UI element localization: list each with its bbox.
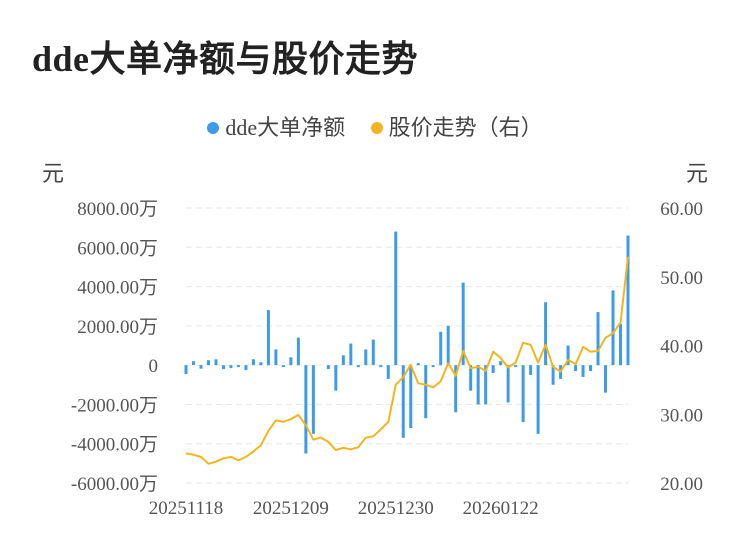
- dde-bar: [409, 365, 413, 428]
- dde-bar: [514, 365, 518, 368]
- dde-bar: [416, 363, 420, 366]
- dde-bar: [619, 323, 623, 366]
- dde-bar: [611, 290, 615, 366]
- dde-bar: [386, 365, 390, 379]
- dde-bar: [499, 361, 503, 366]
- x-tick-label: 20251230: [358, 498, 434, 519]
- dde-bar: [379, 365, 383, 368]
- dde-bar: [574, 365, 578, 372]
- legend-item-dde[interactable]: dde大单净额: [207, 110, 345, 142]
- left-tick-label: -6000.00万: [71, 474, 158, 495]
- dde-bar: [536, 365, 540, 434]
- dde-bar: [251, 359, 255, 366]
- dde-bar: [244, 365, 248, 371]
- right-tick-label: 40.00: [660, 337, 703, 358]
- dde-bar: [589, 365, 593, 372]
- dde-bar: [491, 365, 495, 373]
- dde-bar: [229, 365, 233, 369]
- legend-item-price[interactable]: 股价走势（右）: [370, 110, 543, 142]
- dde-bar: [304, 365, 308, 454]
- dde-bar: [214, 359, 218, 366]
- dde-bar: [274, 349, 278, 366]
- dde-bar: [334, 365, 338, 391]
- dde-bar: [259, 362, 263, 366]
- chart-title: dde大单净额与股价走势: [32, 39, 419, 79]
- dde-bar: [529, 365, 533, 375]
- x-tick-label: 20260122: [463, 498, 539, 519]
- right-axis-unit: 元: [685, 161, 708, 186]
- left-tick-label: 0: [149, 356, 159, 377]
- dde-bar: [356, 365, 360, 368]
- dde-bar: [371, 339, 375, 366]
- right-tick-label: 50.00: [660, 268, 703, 289]
- dde-bar: [206, 360, 210, 366]
- dde-bar: [461, 282, 465, 366]
- left-axis-unit: 元: [42, 161, 65, 186]
- dde-bar: [439, 331, 443, 366]
- legend-dot-price: [370, 121, 383, 134]
- dde-bar: [484, 365, 488, 405]
- left-tick-label: -4000.00万: [71, 435, 158, 456]
- dde-bar: [296, 337, 300, 366]
- dde-bar: [289, 357, 293, 366]
- dde-bar: [544, 302, 548, 366]
- dde-bar: [566, 345, 570, 366]
- legend-dot-dde: [207, 121, 220, 134]
- dde-bar: [506, 365, 510, 403]
- price-line: [185, 256, 629, 465]
- dde-bar: [199, 365, 203, 369]
- dde-bar: [236, 365, 240, 368]
- dde-bar: [364, 349, 368, 366]
- dde-bar: [326, 365, 330, 370]
- dde-bar: [401, 365, 405, 438]
- dde-bar: [281, 365, 285, 368]
- dde-bar: [266, 310, 270, 366]
- left-tick-label: 4000.00万: [77, 278, 158, 299]
- dde-bar: [424, 365, 428, 419]
- dde-bar: [431, 365, 435, 368]
- dde-bar: [446, 325, 450, 366]
- dde-bar: [191, 361, 195, 366]
- left-tick-label: 8000.00万: [77, 199, 158, 220]
- right-tick-label: 30.00: [660, 405, 703, 426]
- left-tick-label: 6000.00万: [77, 238, 158, 259]
- legend-label-price: 股价走势（右）: [388, 115, 543, 140]
- dde-bar: [476, 365, 480, 405]
- dde-bar: [394, 231, 398, 366]
- right-tick-label: 20.00: [660, 474, 703, 495]
- x-tick-label: 20251209: [253, 498, 329, 519]
- dde-bar: [221, 365, 225, 370]
- x-tick-label: 20251118: [149, 498, 224, 519]
- dde-bar: [184, 365, 188, 374]
- left-tick-label: -2000.00万: [71, 395, 158, 416]
- legend-label-dde: dde大单净额: [225, 115, 346, 140]
- dde-bar: [341, 355, 345, 366]
- dde-bar: [349, 343, 353, 366]
- dde-bar: [581, 365, 585, 377]
- dde-bar: [311, 365, 315, 434]
- dde-bar: [521, 365, 525, 423]
- dde-bar: [454, 365, 458, 413]
- dde-bar: [469, 365, 473, 391]
- right-tick-label: 60.00: [660, 199, 703, 220]
- legend: dde大单净额 股价走势（右）: [0, 110, 750, 142]
- dde-bar: [596, 312, 600, 366]
- left-tick-label: 2000.00万: [77, 317, 158, 338]
- dde-bar: [626, 235, 630, 366]
- dde-bar: [551, 365, 555, 385]
- dde-bar: [604, 365, 608, 393]
